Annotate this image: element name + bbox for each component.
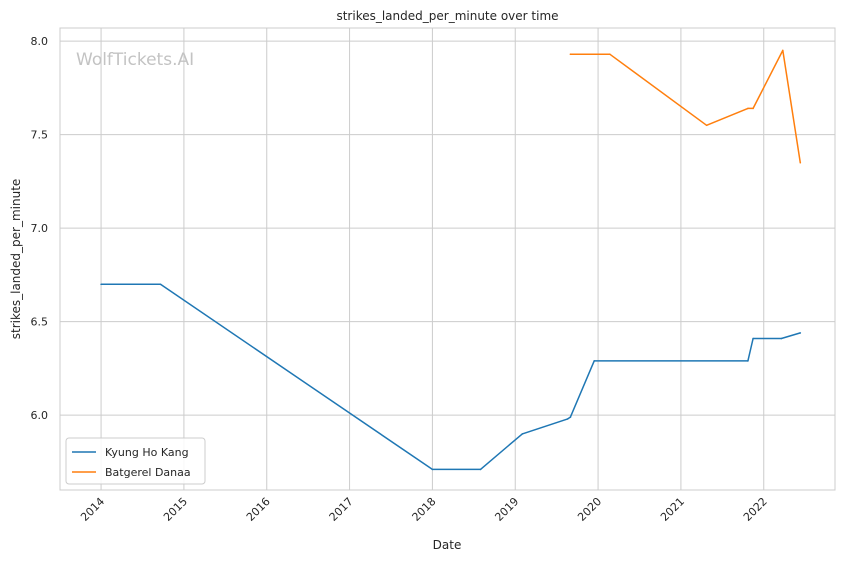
grid-lines <box>60 28 835 490</box>
data-point-batgerel-danaa <box>752 107 754 110</box>
data-point-kyung-ho-kang <box>780 337 783 340</box>
series-line-kyung-ho-kang <box>101 283 801 471</box>
legend: Kyung Ho Kang Batgerel Danaa <box>65 437 206 485</box>
data-point-batgerel-danaa <box>569 53 572 55</box>
y-tick-label: 8.0 <box>31 35 49 48</box>
data-point-kyung-ho-kang <box>799 332 802 334</box>
data-point-batgerel-danaa <box>782 49 784 52</box>
data-point-kyung-ho-kang <box>593 360 595 362</box>
data-point-kyung-ho-kang <box>100 283 102 286</box>
data-point-kyung-ho-kang <box>569 416 572 418</box>
legend-label-kyung-ho-kang: Kyung Ho Kang <box>105 446 189 459</box>
y-tick-label: 6.0 <box>31 409 49 422</box>
data-point-kyung-ho-kang <box>747 360 749 362</box>
data-point-kyung-ho-kang <box>521 433 524 435</box>
data-point-kyung-ho-kang <box>479 468 482 471</box>
data-point-kyung-ho-kang <box>431 468 434 471</box>
data-point-batgerel-danaa <box>609 53 611 55</box>
plot-area <box>59 27 836 491</box>
y-axis-ticks: 6.0 6.5 7.0 7.5 8.0 <box>31 35 49 422</box>
y-tick-label: 6.5 <box>31 316 49 329</box>
y-tick-label: 7.0 <box>31 222 49 235</box>
data-point-kyung-ho-kang <box>752 337 754 340</box>
data-point-batgerel-danaa <box>747 107 749 110</box>
watermark: WolfTickets.AI <box>76 50 194 70</box>
data-point-batgerel-danaa <box>799 161 802 164</box>
data-point-kyung-ho-kang <box>159 283 162 286</box>
y-tick-label: 7.5 <box>31 129 49 142</box>
x-axis-label: Date <box>433 538 462 552</box>
data-point-batgerel-danaa <box>705 124 708 127</box>
y-axis-label: strikes_landed_per_minute <box>9 179 23 340</box>
data-point-kyung-ho-kang <box>566 418 569 420</box>
legend-box <box>65 437 206 485</box>
chart-title: strikes_landed_per_minute over time <box>336 9 558 23</box>
series-layer <box>100 49 802 471</box>
legend-label-batgerel-danaa: Batgerel Danaa <box>105 466 191 479</box>
